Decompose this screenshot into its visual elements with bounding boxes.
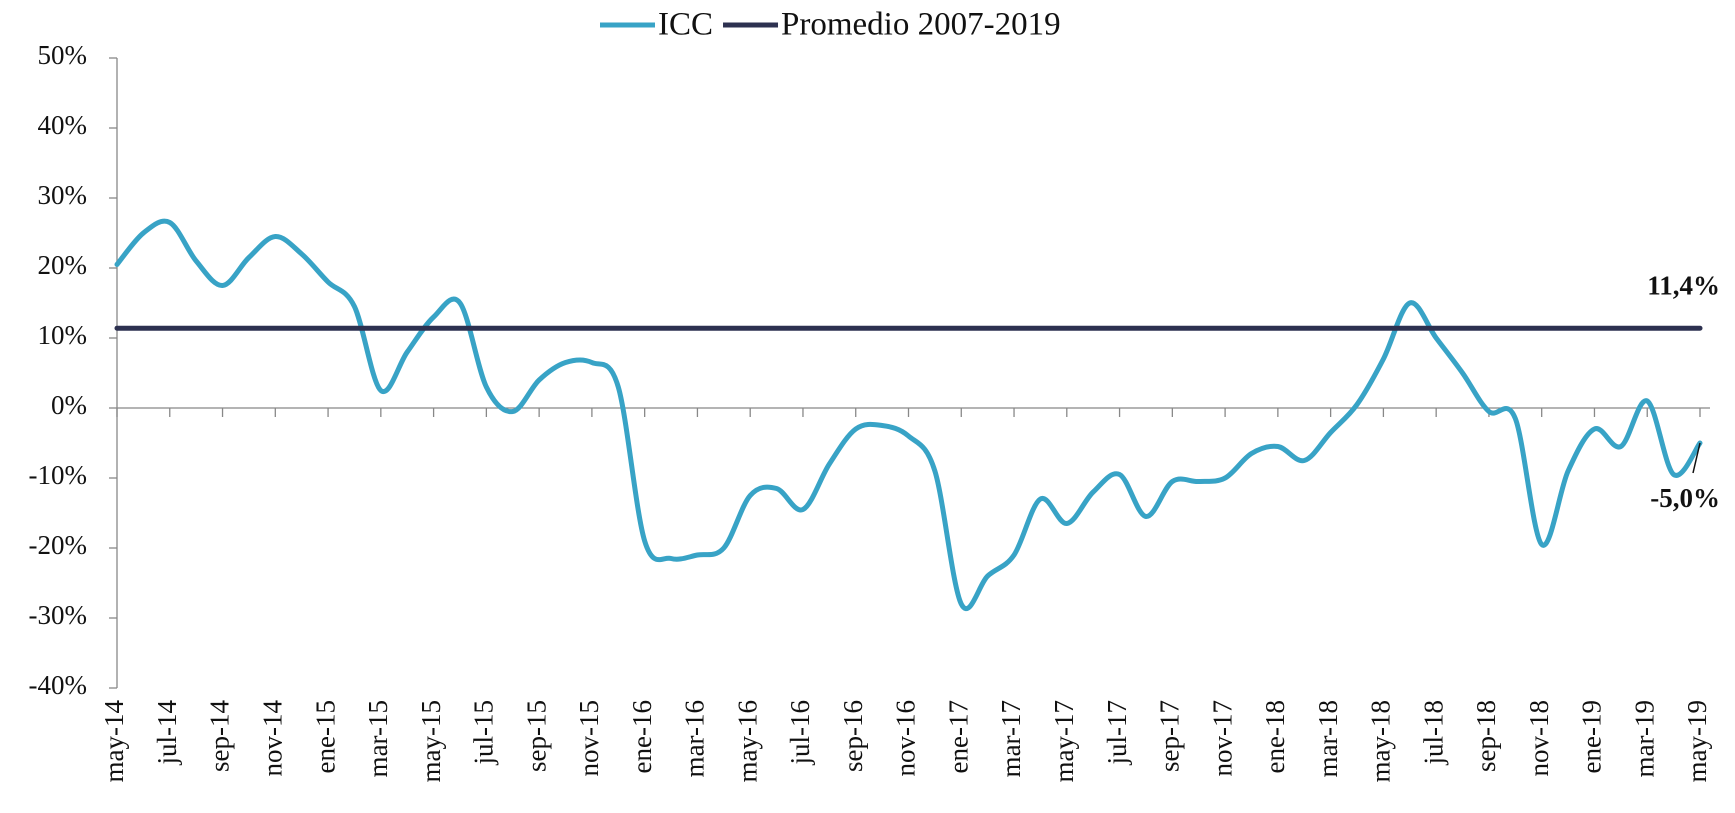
x-tick-label: ene-17	[943, 700, 973, 773]
x-tick-label: sep-16	[838, 700, 868, 772]
x-tick-label: nov-14	[258, 700, 288, 777]
data-label: 11,4%	[1647, 270, 1720, 300]
x-tick-label: jul-18	[1418, 700, 1448, 766]
x-tick-label: sep-14	[205, 700, 235, 772]
x-tick-label: nov-15	[574, 700, 604, 777]
series-line	[114, 218, 1703, 611]
x-tick-label: jul-15	[469, 700, 499, 766]
y-tick-label: -10%	[29, 460, 87, 490]
x-tick-label: may-18	[1366, 700, 1396, 782]
x-tick-label: may-19	[1682, 700, 1712, 782]
x-tick-label: jul-16	[785, 700, 815, 766]
y-tick-label: 40%	[38, 110, 88, 140]
y-tick-label: -20%	[29, 530, 87, 560]
x-tick-label: mar-16	[680, 700, 710, 777]
y-tick-label: 50%	[38, 40, 88, 70]
legend-label: ICC	[658, 7, 713, 43]
y-tick-label: 10%	[38, 320, 88, 350]
x-tick-label: sep-15	[521, 700, 551, 772]
x-tick-label: ene-19	[1577, 700, 1607, 773]
label-leader	[1692, 442, 1701, 474]
x-tick-label: mar-17	[996, 700, 1026, 777]
x-tick-label: nov-16	[891, 700, 921, 777]
x-tick-label: may-16	[732, 700, 762, 782]
x-tick-label: sep-18	[1471, 700, 1501, 772]
y-tick-label: 20%	[38, 250, 88, 280]
y-tick-label: 0%	[51, 390, 87, 420]
x-tick-label: jul-14	[152, 700, 182, 766]
x-tick-label: nov-17	[1207, 700, 1237, 777]
x-tick-label: may-17	[1049, 700, 1079, 782]
x-tick-label: ene-18	[1260, 700, 1290, 773]
y-tick-label: -40%	[29, 670, 87, 700]
x-tick-label: mar-18	[1313, 700, 1343, 777]
y-tick-label: 30%	[38, 180, 88, 210]
y-tick-label: -30%	[29, 600, 87, 630]
x-tick-label: mar-19	[1629, 700, 1659, 777]
x-tick-label: mar-15	[363, 700, 393, 777]
x-tick-label: may-15	[416, 700, 446, 782]
data-label: -5,0%	[1650, 483, 1720, 513]
x-tick-label: ene-15	[310, 700, 340, 773]
x-tick-label: jul-17	[1102, 700, 1132, 766]
legend-label: Promedio 2007-2019	[781, 7, 1061, 43]
x-tick-label: sep-17	[1155, 700, 1185, 772]
x-tick-label: nov-18	[1524, 700, 1554, 777]
x-tick-label: ene-16	[627, 700, 657, 773]
x-tick-label: may-14	[99, 700, 129, 783]
